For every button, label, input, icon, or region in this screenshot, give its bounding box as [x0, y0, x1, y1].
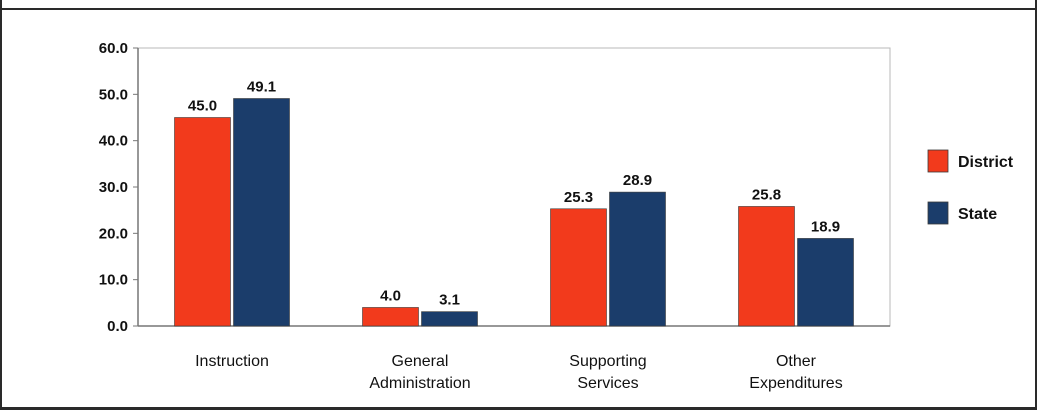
y-tick-label: 20.0 [99, 225, 128, 242]
legend: District State [927, 149, 1014, 225]
y-tick-label: 0.0 [107, 318, 128, 335]
x-tick-label: Supporting [569, 353, 646, 370]
bar-district [550, 208, 607, 327]
data-label: 45.0 [188, 98, 217, 115]
bars [174, 98, 854, 327]
legend-swatch-district [927, 149, 949, 173]
y-axis: 0.0 10.0 20.0 30.0 40.0 50.0 60.0 [99, 40, 139, 335]
bar-state [233, 98, 290, 327]
legend-swatch-state [927, 201, 949, 225]
x-tick-label: General [392, 353, 449, 370]
x-tick-label: Instruction [195, 353, 269, 370]
x-tick-label: Services [577, 375, 638, 392]
x-tick-label: Other [776, 353, 817, 370]
legend-label-state: State [958, 206, 997, 223]
value-labels: 45.0 49.1 4.0 3.1 25.3 28.9 25.8 18.9 [188, 79, 840, 309]
x-tick-label: Expenditures [749, 375, 842, 392]
y-tick-label: 40.0 [99, 133, 128, 150]
bar-state [421, 311, 478, 327]
data-label: 4.0 [380, 287, 401, 304]
y-tick-label: 50.0 [99, 86, 128, 103]
bar-district [738, 206, 795, 327]
bar-district [174, 117, 231, 327]
data-label: 3.1 [439, 292, 460, 309]
data-label: 28.9 [623, 172, 652, 189]
legend-label-district: District [958, 154, 1014, 171]
x-tick-label: Administration [369, 375, 470, 392]
y-tick-label: 30.0 [99, 179, 128, 196]
data-label: 25.3 [564, 189, 593, 206]
x-axis: Instruction General Administration Supporti… [138, 325, 890, 392]
bar-state [797, 238, 854, 327]
bar-state [609, 191, 666, 327]
y-tick-label: 60.0 [99, 40, 128, 57]
data-label: 25.8 [752, 186, 781, 203]
top-border [0, 0, 1037, 10]
data-label: 49.1 [247, 79, 276, 96]
data-label: 18.9 [811, 218, 840, 235]
bar-district [362, 307, 419, 327]
y-tick-label: 10.0 [99, 272, 128, 289]
